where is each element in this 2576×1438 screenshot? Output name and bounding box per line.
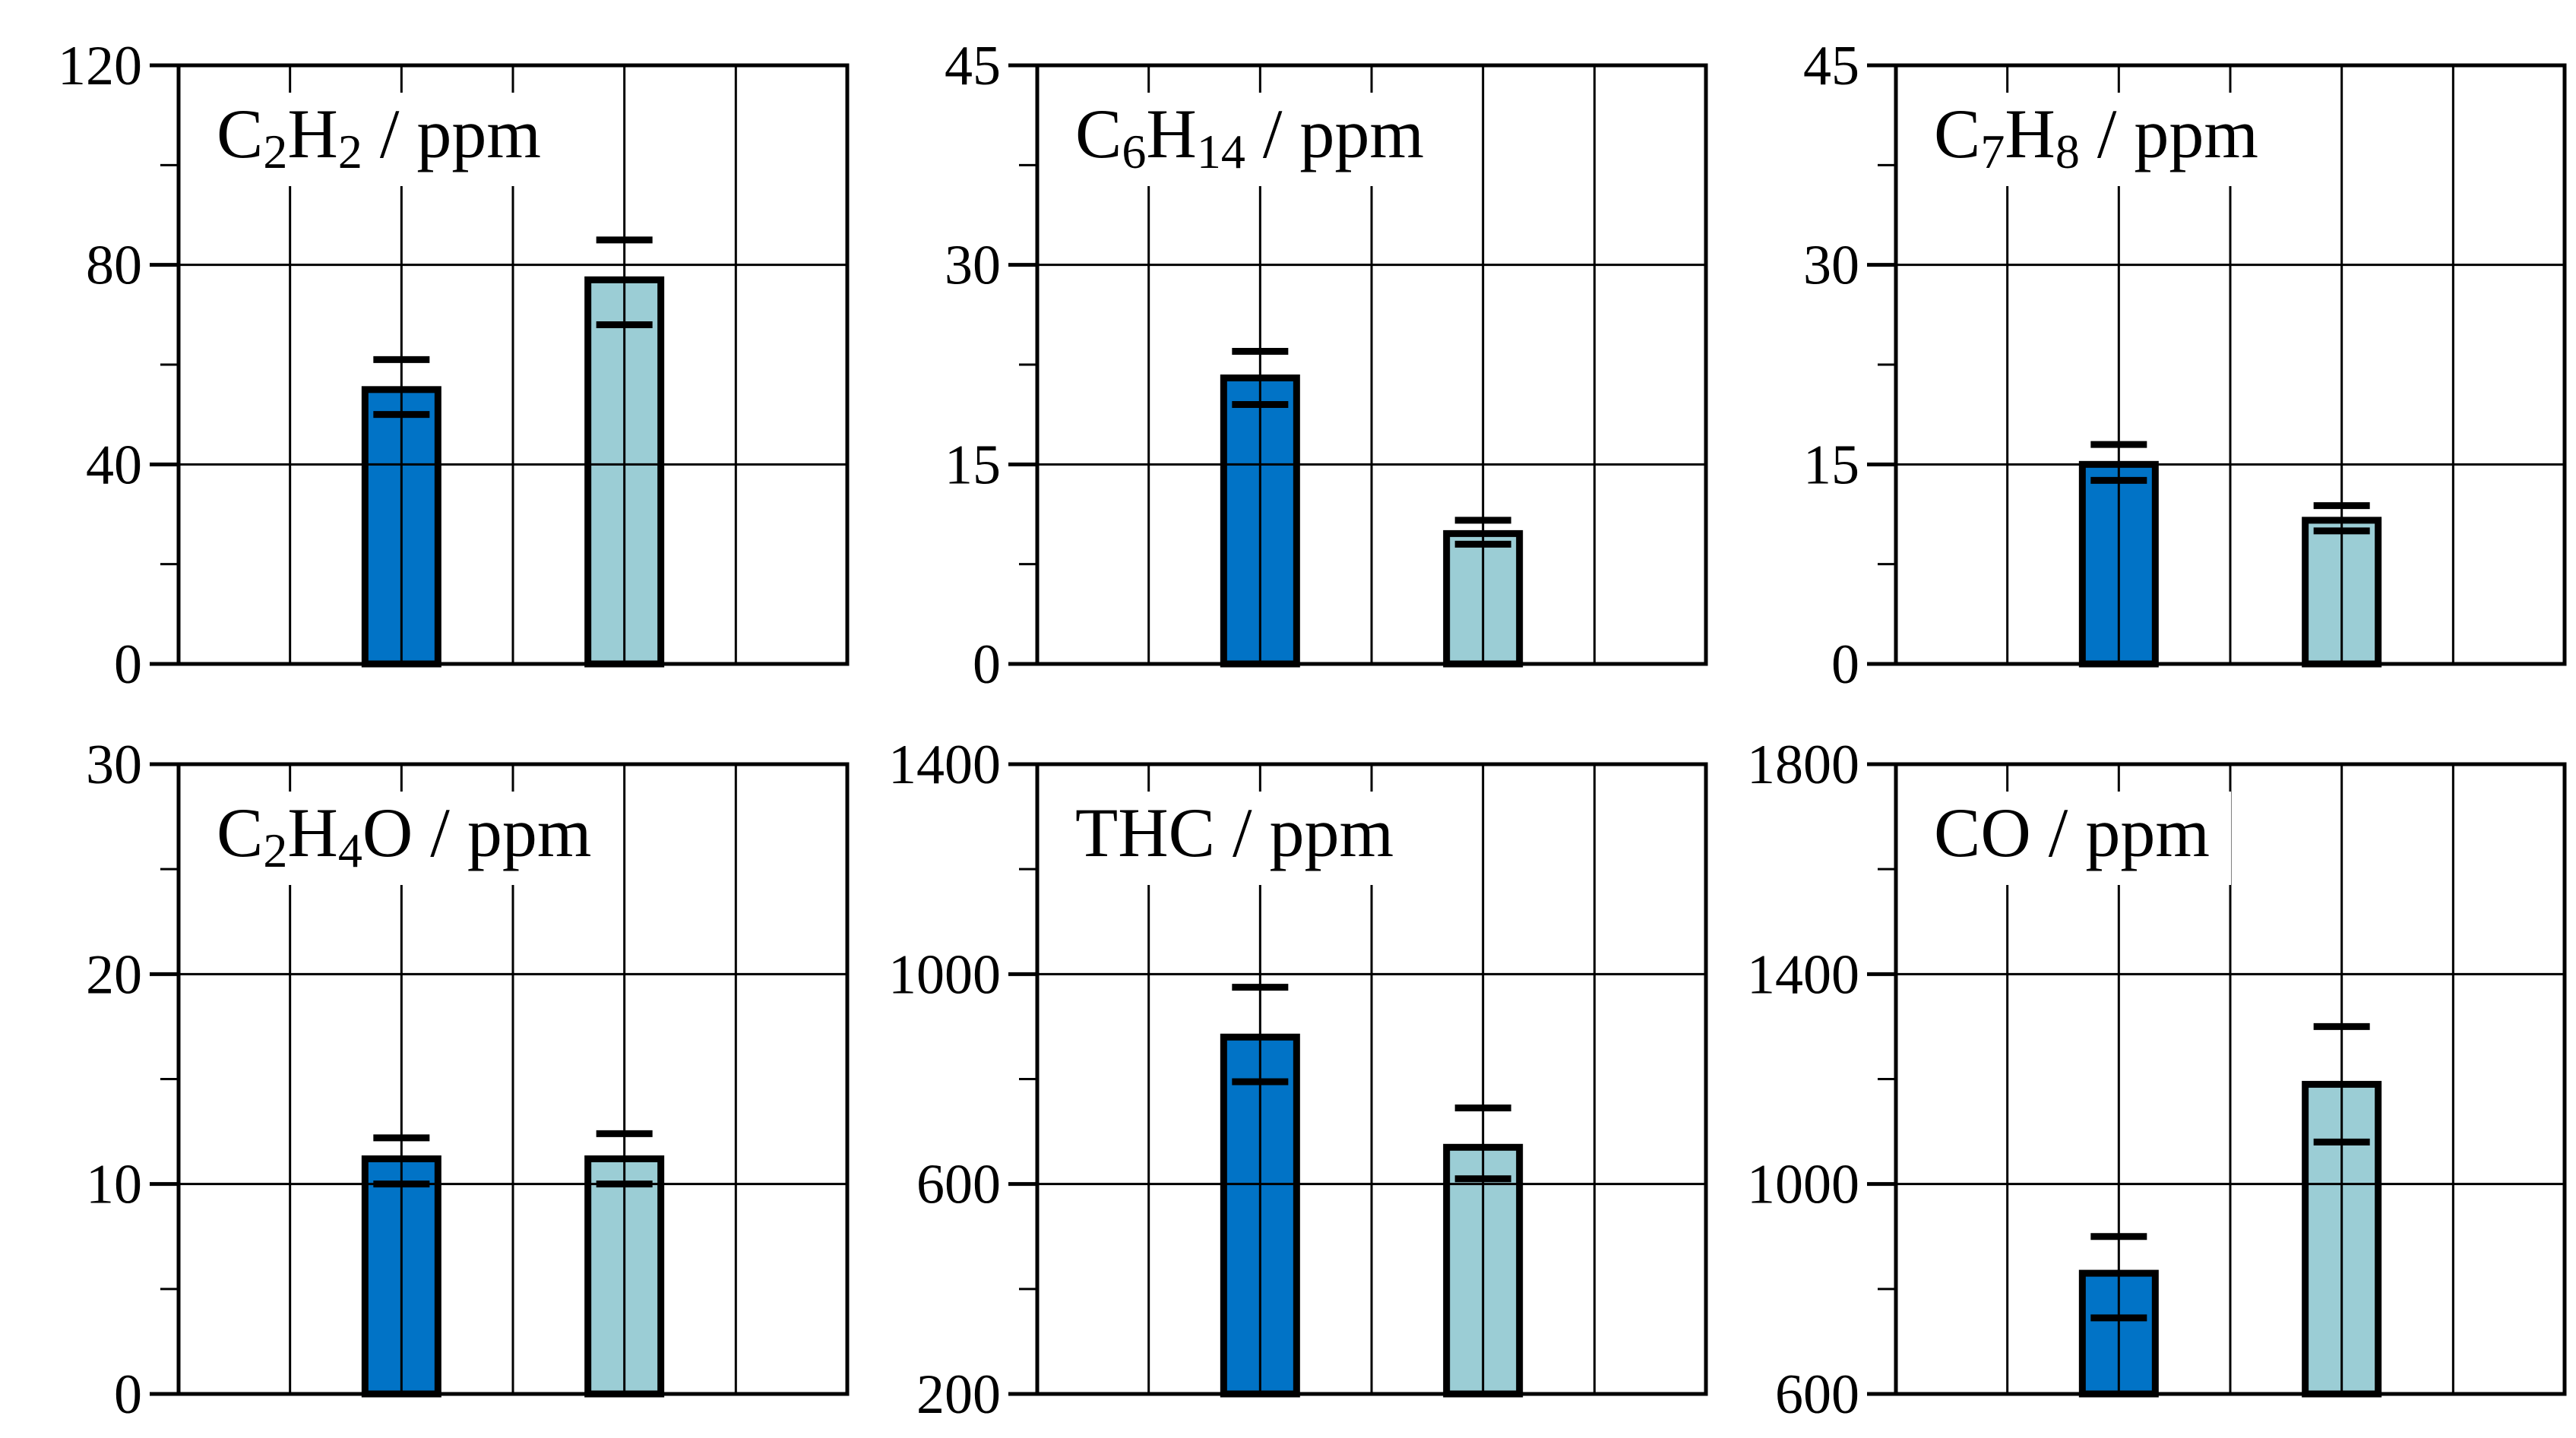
chart-title: C2H4O / ppm (207, 792, 613, 885)
chart-plot-area: 0 15 30 45 (1803, 35, 2567, 696)
svg-text:1400: 1400 (889, 734, 1001, 796)
chart-panel-1: 0 40 80 120 C2H2 / ppm (30, 12, 889, 700)
chart-plot-area: 0 15 30 45 (945, 35, 1708, 696)
svg-text:15: 15 (1803, 434, 1859, 496)
svg-text:30: 30 (1803, 235, 1859, 297)
svg-text:0: 0 (973, 634, 1001, 696)
svg-text:1000: 1000 (889, 943, 1001, 1006)
chart-title: THC / ppm (1066, 792, 1416, 885)
chart-panel-5: 200 600 1000 1400 THC / ppm (889, 725, 1748, 1426)
svg-text:0: 0 (114, 1364, 142, 1426)
svg-text:0: 0 (1831, 634, 1859, 696)
chart-title: C7H8 / ppm (1925, 93, 2280, 186)
chart-plot-area: 200 600 1000 1400 (889, 734, 1708, 1426)
chart-plot-area: 600 1000 1400 1800 (1748, 734, 2567, 1426)
svg-text:45: 45 (1803, 35, 1859, 97)
chart-title: C6H14 / ppm (1066, 93, 1445, 186)
chart-panel-2: 0 15 30 45 C6H14 / ppm (889, 12, 1748, 700)
svg-text:80: 80 (86, 235, 142, 297)
chart-title: CO / ppm (1925, 792, 2231, 885)
svg-text:1400: 1400 (1748, 943, 1859, 1006)
svg-text:30: 30 (945, 235, 1001, 297)
svg-text:30: 30 (86, 734, 142, 796)
svg-text:20: 20 (86, 943, 142, 1006)
svg-text:200: 200 (916, 1364, 1001, 1426)
svg-text:600: 600 (916, 1154, 1001, 1216)
svg-text:0: 0 (114, 634, 142, 696)
svg-text:120: 120 (58, 35, 142, 97)
chart-panel-4: 0 10 20 30 C2H4O / ppm (30, 725, 889, 1426)
svg-text:10: 10 (86, 1154, 142, 1216)
svg-text:1800: 1800 (1748, 734, 1859, 796)
svg-text:40: 40 (86, 434, 142, 496)
chart-panel-3: 0 15 30 45 C7H8 / ppm (1748, 12, 2576, 700)
chart-plot-area: 0 40 80 120 (58, 35, 850, 696)
svg-text:15: 15 (945, 434, 1001, 496)
svg-text:1000: 1000 (1748, 1154, 1859, 1216)
chart-plot-area: 0 10 20 30 (86, 734, 850, 1426)
chart-panel-6: 600 1000 1400 1800 CO / ppm (1748, 725, 2576, 1426)
chart-title: C2H2 / ppm (207, 93, 562, 186)
svg-text:45: 45 (945, 35, 1001, 97)
svg-text:600: 600 (1775, 1364, 1859, 1426)
